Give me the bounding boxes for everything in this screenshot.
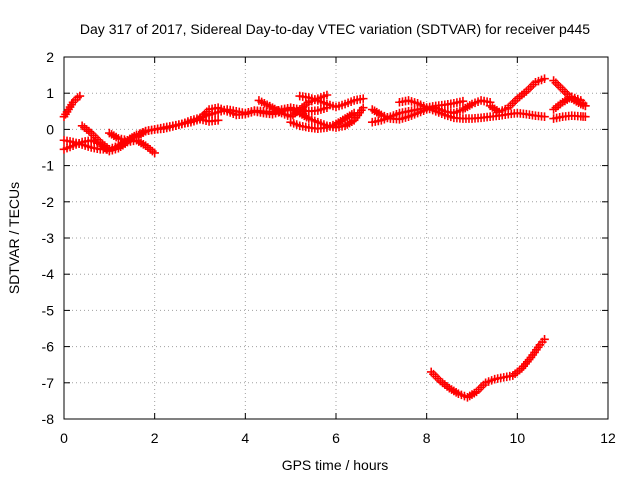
- data-point: [540, 335, 549, 344]
- data-point: [540, 112, 549, 122]
- y-tick-label: 0: [46, 121, 54, 137]
- data-point: [75, 91, 85, 101]
- data-point: [581, 112, 590, 122]
- data-series: [59, 74, 590, 402]
- data-point: [213, 116, 223, 125]
- x-tick-label: 6: [332, 430, 340, 446]
- y-tick-label: -1: [42, 158, 55, 174]
- y-tick-label: -7: [42, 375, 55, 391]
- data-point: [105, 145, 114, 154]
- chart-title: Day 317 of 2017, Sidereal Day-to-day VTE…: [80, 21, 590, 37]
- y-tick-label: -3: [42, 230, 55, 246]
- x-tick-label: 0: [60, 430, 68, 446]
- y-axis-label: SDTVAR / TECUs: [6, 182, 22, 294]
- y-tick-labels: -8 -7 -6 -5 -4 -3 -2 -1 0 1 2: [42, 49, 55, 427]
- y-tick-label: 1: [46, 85, 54, 101]
- data-point: [458, 96, 468, 106]
- x-axis-label: GPS time / hours: [282, 457, 389, 473]
- x-tick-label: 8: [423, 430, 431, 446]
- series-arc-12: [395, 96, 549, 123]
- data-point: [349, 108, 359, 118]
- x-tick-label: 10: [510, 430, 526, 446]
- y-tick-label: -6: [42, 339, 55, 355]
- data-point: [358, 94, 368, 103]
- series-arc-17: [426, 335, 549, 402]
- series-arc-15: [549, 92, 590, 114]
- x-tick-label: 4: [241, 430, 249, 446]
- x-tick-labels: 0 2 4 6 8 10 12: [60, 430, 616, 446]
- x-tick-label: 2: [151, 430, 159, 446]
- series-arc-4: [77, 121, 114, 154]
- y-tick-label: -4: [42, 266, 55, 282]
- y-tick-label: -8: [42, 411, 55, 427]
- data-point: [150, 148, 159, 158]
- series-arc-16: [549, 111, 590, 123]
- y-tick-label: -2: [42, 194, 55, 210]
- data-point: [322, 90, 332, 100]
- y-tick-label: 2: [46, 49, 54, 65]
- data-point: [540, 74, 549, 84]
- series-arc-9: [286, 108, 359, 133]
- series-arc-8: [295, 91, 368, 112]
- data-point: [358, 103, 368, 112]
- axis-ticks: [63, 56, 609, 420]
- data-point: [581, 101, 590, 111]
- series-arc-1: [59, 91, 85, 122]
- x-tick-label: 12: [600, 430, 616, 446]
- y-tick-label: -5: [42, 302, 55, 318]
- series-arc-13: [485, 74, 549, 117]
